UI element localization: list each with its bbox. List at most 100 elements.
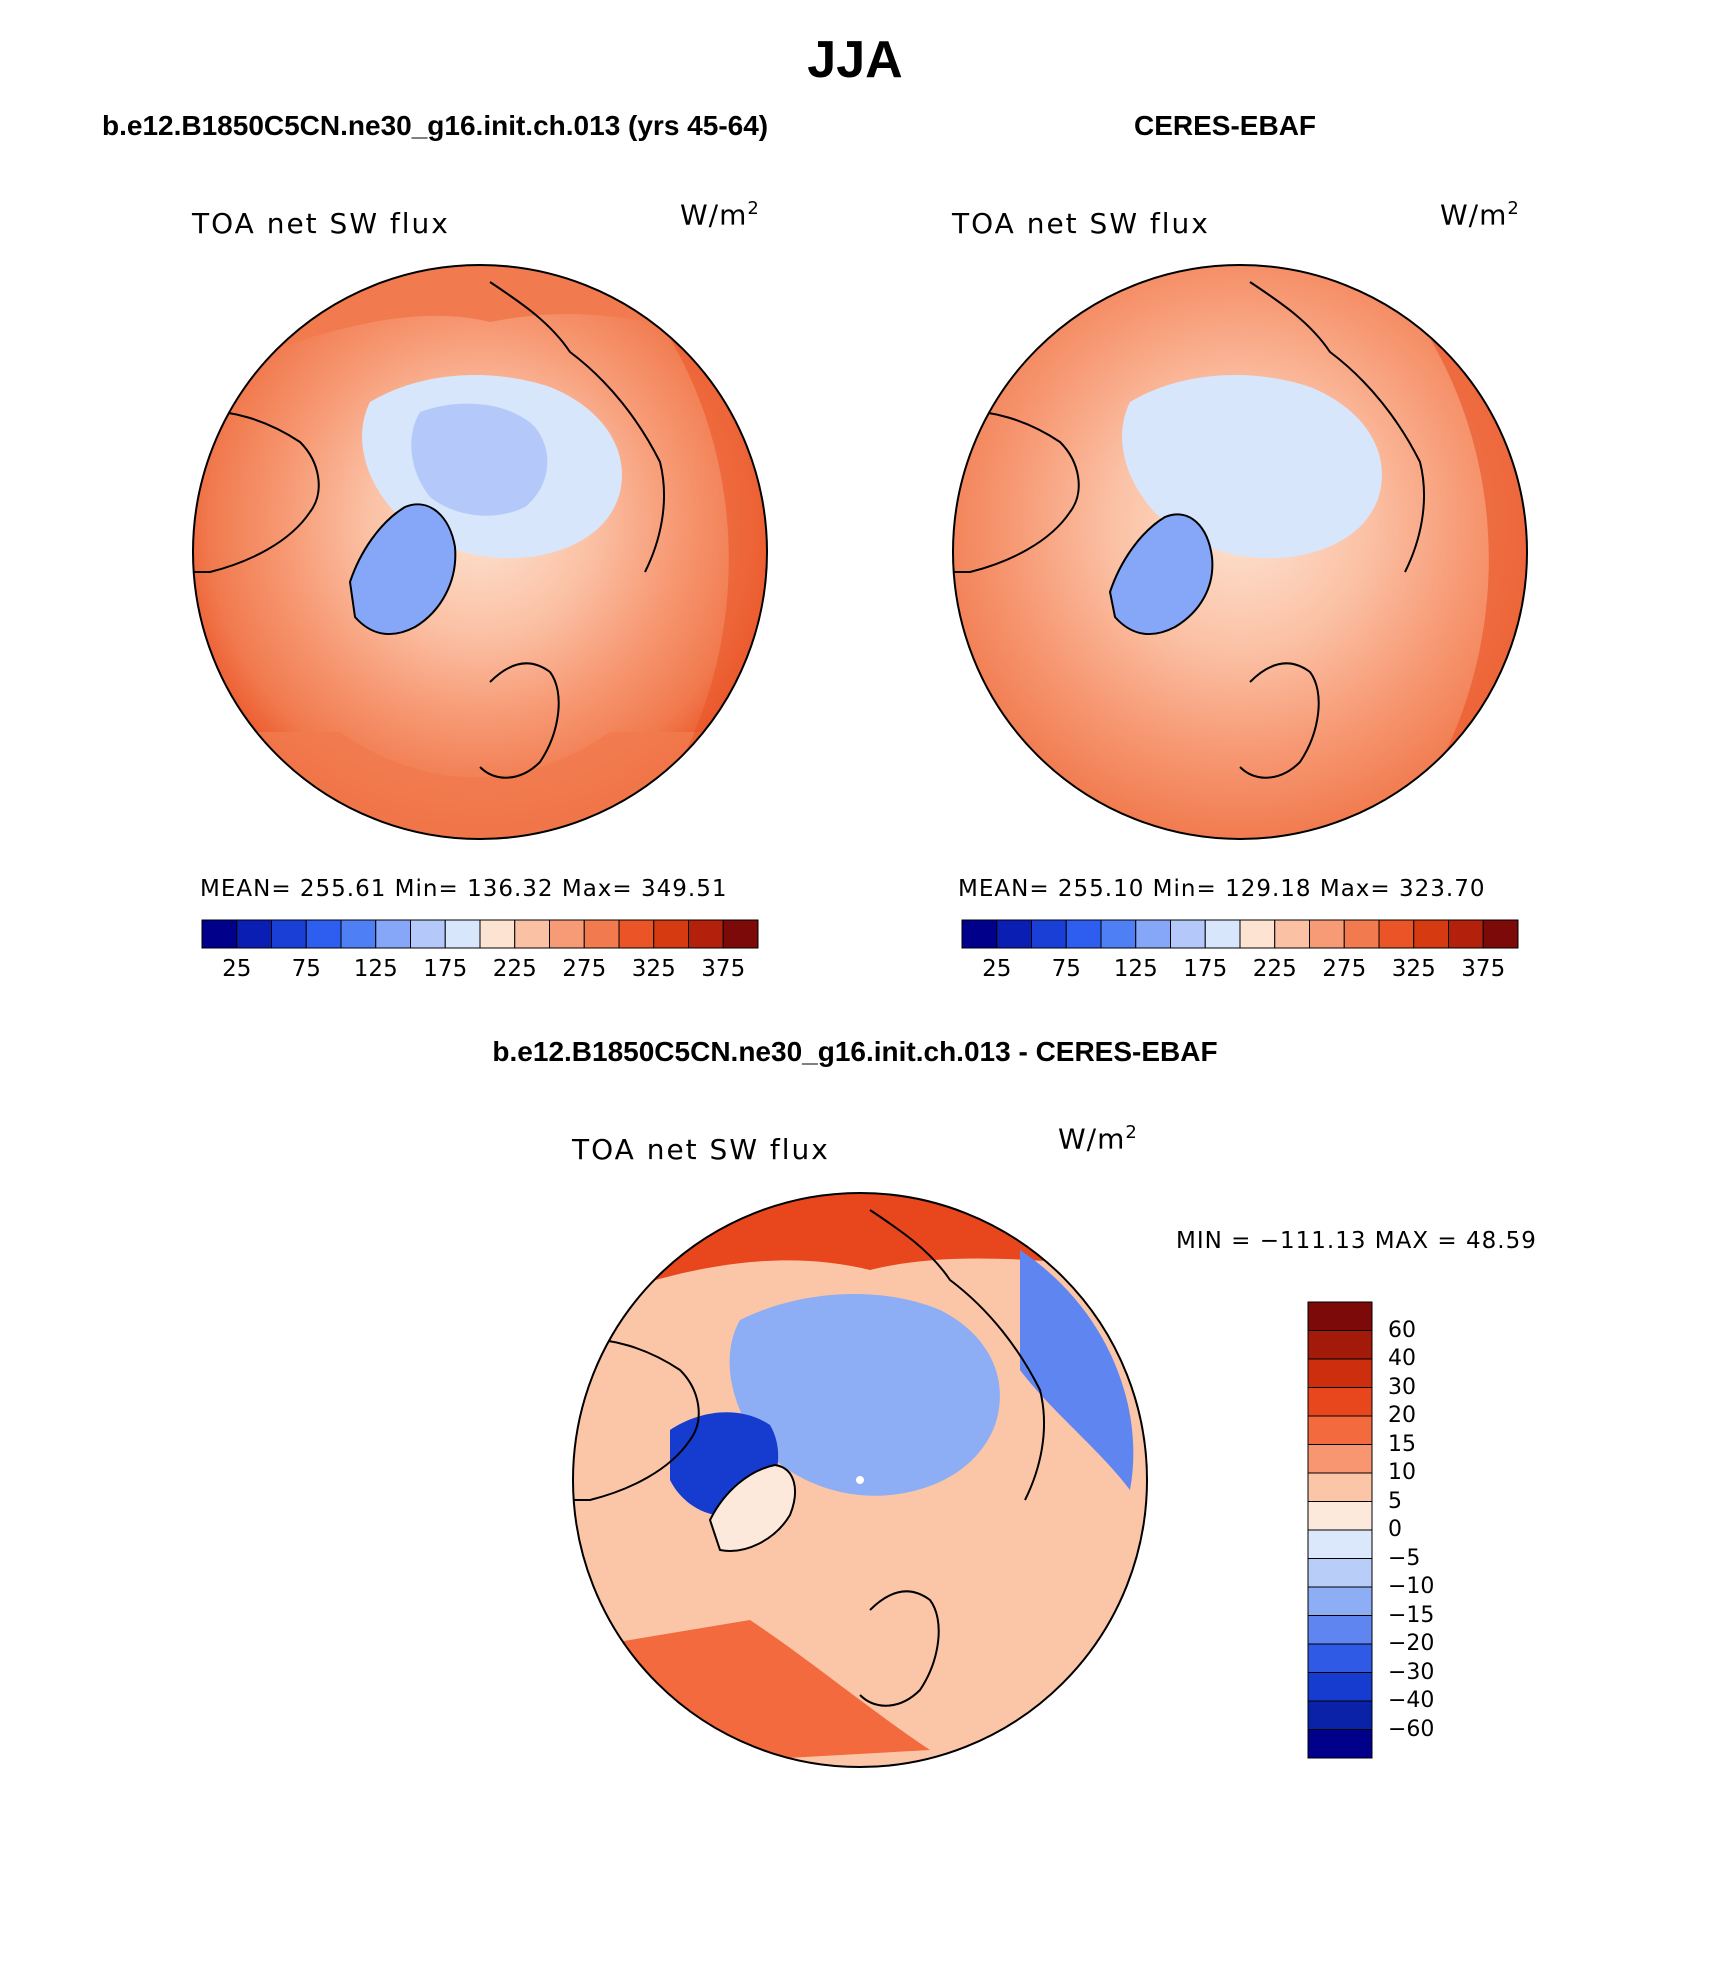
panel1-colorbar-tick-label: 175: [423, 956, 468, 982]
panel1-colorbar-box: [305, 919, 342, 949]
panel3-minmax-stats: MIN = −111.13 MAX = 48.59: [1176, 1228, 1537, 1254]
panel1-colorbar-box: [236, 919, 272, 949]
panel3-colorbar-tick-label: −30: [1388, 1659, 1435, 1685]
panel3-variable-label: TOA net SW flux: [572, 1133, 830, 1166]
panel3-colorbar-tick-label: −40: [1388, 1688, 1435, 1713]
panel2-colorbar-box: [1239, 919, 1276, 949]
panel3-colorbar-box: [1307, 1558, 1373, 1588]
panel3-north-pole-marker: [856, 1476, 864, 1484]
panel1-land-eurasia: [489, 281, 666, 573]
panel3-colorbar-box: [1307, 1444, 1373, 1474]
panel1-arctic-core: [411, 403, 548, 516]
panel1-colorbar-box: [375, 919, 411, 949]
panel2-colorbar: [961, 919, 1519, 949]
panel1-colorbar-box: [688, 919, 724, 949]
panel3-greenland-positive: [708, 1463, 796, 1552]
panel2-colorbar-box: [996, 919, 1032, 949]
panel3-colorbar-tick-label: 20: [1388, 1403, 1416, 1428]
panel1-colorbar-tick-label: 125: [353, 956, 398, 982]
panel3-colorbar-box: [1307, 1472, 1373, 1502]
panel2-colorbar-box: [1031, 919, 1067, 949]
panel1-colorbar-tick-label: 275: [562, 956, 607, 982]
panel2-colorbar-tick-label: 275: [1322, 956, 1367, 982]
panel1-colorbar: [201, 919, 759, 949]
panel3-colorbar-tick-label: 5: [1388, 1488, 1402, 1514]
panel1-stats: MEAN= 255.61 Min= 136.32 Max= 349.51: [200, 876, 728, 902]
panel3-colorbar-box: [1307, 1700, 1373, 1730]
panel1-colorbar-box: [271, 919, 307, 949]
panel2-colorbar-box: [1378, 919, 1415, 949]
panel3-colorbar-tick-label: 15: [1388, 1431, 1416, 1457]
difference-title: b.e12.B1850C5CN.ne30_g16.init.ch.013 - C…: [492, 1036, 1218, 1067]
main-title: JJA: [807, 31, 903, 89]
panel1-colorbar-box: [653, 919, 689, 949]
panel3-land-scandinavia: [859, 1590, 940, 1707]
panel3-colorbar-tick-label: 10: [1388, 1460, 1416, 1485]
panel3-east-negative: [1020, 1250, 1134, 1490]
panel2-colorbar-tick-label: 125: [1113, 956, 1158, 982]
panel1-colorbar-ticks: 25 75 125 175 225 275 325 375: [200, 956, 760, 986]
panel3-colorbar-box: [1307, 1301, 1373, 1331]
panel2-colorbar-box: [1413, 919, 1449, 949]
panel1-colorbar-box: [479, 919, 516, 949]
panel2-polar-map: [952, 264, 1528, 840]
panel1-colorbar-tick-label: 325: [631, 956, 676, 982]
panel3-colorbar-tick-label: −20: [1388, 1631, 1435, 1656]
panel3-colorbar-tick-label: 60: [1388, 1317, 1416, 1343]
panel1-colorbar-tick-label: 375: [701, 956, 746, 982]
panel1-land-north-america: [193, 410, 320, 573]
panel2-colorbar-tick-label: 375: [1461, 956, 1506, 982]
panel3-colorbar-tick-label: −5: [1388, 1545, 1421, 1571]
panel3-colorbar-tick-label: −15: [1388, 1602, 1435, 1628]
panel3-colorbar-tick-label: −60: [1388, 1716, 1435, 1742]
panel3-colorbar-box: [1307, 1529, 1373, 1559]
panel3-colorbar-box: [1307, 1358, 1373, 1388]
panel1-colorbar-box: [583, 919, 620, 949]
panel2-variable-label: TOA net SW flux: [952, 207, 1210, 240]
panel3-colorbar-tick-label: 0: [1388, 1517, 1402, 1542]
panel3-colorbar-box: [1307, 1586, 1373, 1616]
panel2-units-label: W/m2: [1440, 198, 1520, 232]
panel2-colorbar-tick-label: 225: [1252, 956, 1297, 982]
panel2-colorbar-tick-label: 25: [982, 956, 1012, 982]
panel3-colorbar-box: [1307, 1643, 1373, 1673]
panel2-colorbar-box: [1135, 919, 1171, 949]
panel2-colorbar-box: [1309, 919, 1345, 949]
panel1-land-scandinavia: [479, 662, 560, 779]
panel1-colorbar-tick-label: 225: [492, 956, 537, 982]
panel3-colorbar-tick-label: 40: [1388, 1346, 1416, 1371]
panel1-case-title: b.e12.B1850C5CN.ne30_g16.init.ch.013 (yr…: [102, 110, 769, 141]
panel2-land-north-america: [953, 410, 1080, 573]
panel2-colorbar-tick-label: 75: [1051, 956, 1081, 982]
panel1-colorbar-box: [722, 919, 759, 949]
panel3-colorbar-ticks: 60 40 30 20 15 10 5 0 −5 −10 −15 −20 −30 −40 −60: [1388, 1300, 1488, 1760]
panel2-colorbar-box: [1482, 919, 1519, 949]
panel2-colorbar-box: [1170, 919, 1206, 949]
panel2-colorbar-box: [1274, 919, 1310, 949]
panel1-colorbar-box: [410, 919, 446, 949]
panel3-colorbar-box: [1307, 1615, 1373, 1645]
panel3-colorbar-box: [1307, 1330, 1373, 1360]
panel2-colorbar-box: [1065, 919, 1102, 949]
panel1-colorbar-box: [514, 919, 550, 949]
panel2-land-scandinavia: [1239, 662, 1320, 779]
panel2-greenland: [1108, 513, 1214, 635]
panel3-colorbar-tick-label: 30: [1388, 1374, 1416, 1400]
panel1-greenland: [348, 503, 457, 635]
panel1-colorbar-box: [444, 919, 481, 949]
panel2-colorbar-box: [1343, 919, 1380, 949]
panel3-land-eurasia: [869, 1209, 1046, 1501]
panel3-colorbar-tick-label: −10: [1388, 1574, 1435, 1599]
panel2-colorbar-box: [1100, 919, 1137, 949]
panel3-colorbar-box: [1307, 1387, 1373, 1417]
panel3-colorbar-box: [1307, 1501, 1373, 1531]
panel2-colorbar-ticks: 25 75 125 175 225 275 325 375: [960, 956, 1520, 986]
panel3-colorbar: [1307, 1301, 1373, 1759]
panel3-colorbar-box: [1307, 1415, 1373, 1445]
panel1-colorbar-box: [340, 919, 377, 949]
panel1-colorbar-tick-label: 75: [291, 956, 321, 982]
panel3-arctic-negative: [729, 1293, 1000, 1496]
panel3-units-label: W/m2: [1058, 1122, 1138, 1156]
panel1-units-label: W/m2: [680, 198, 760, 232]
panel1-colorbar-box: [618, 919, 655, 949]
